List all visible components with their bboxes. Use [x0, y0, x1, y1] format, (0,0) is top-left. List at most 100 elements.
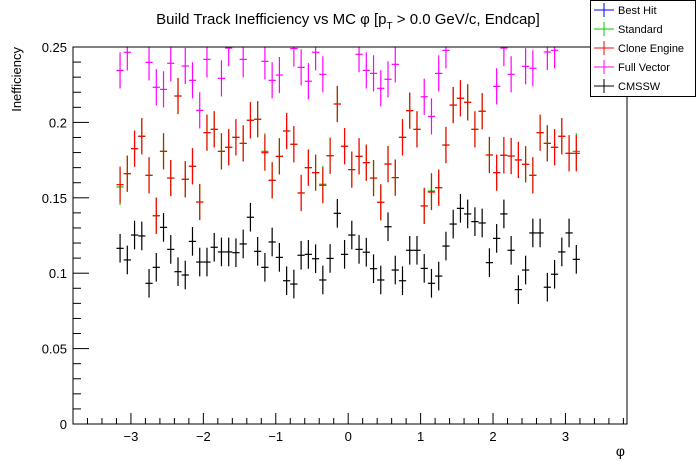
data-point: [297, 49, 305, 86]
data-point: [550, 259, 559, 289]
series-full-vector: [116, 47, 559, 135]
data-point: [406, 235, 414, 265]
data-point: [174, 257, 182, 287]
data-point: [521, 255, 530, 285]
data-point: [116, 166, 124, 203]
data-point: [225, 129, 233, 166]
data-point: [188, 227, 197, 256]
data-point: [500, 47, 508, 67]
data-point: [217, 133, 226, 170]
data-point: [188, 62, 197, 99]
data-point: [529, 218, 537, 248]
data-point: [261, 134, 269, 171]
data-point: [123, 245, 131, 275]
data-point: [420, 254, 428, 283]
data-point: [232, 238, 240, 268]
data-point: [471, 207, 479, 236]
data-point: [203, 47, 211, 78]
data-point: [254, 101, 262, 138]
data-point: [239, 125, 247, 162]
plot-area: [116, 47, 580, 304]
data-point: [145, 47, 153, 81]
data-point: [420, 78, 428, 115]
data-point: [268, 62, 276, 99]
data-point: [464, 84, 472, 121]
data-point: [355, 138, 363, 175]
data-point: [196, 92, 204, 129]
legend-label: Full Vector: [618, 62, 670, 74]
data-point: [283, 266, 291, 296]
data-point: [355, 235, 363, 264]
x-tick-label: 3: [562, 429, 569, 444]
data-point: [340, 240, 349, 269]
data-point: [210, 232, 218, 262]
data-point: [485, 248, 494, 277]
data-point: [500, 199, 508, 229]
data-point: [420, 187, 428, 225]
axes: −3 −2 −1 0 1 2 3 0 0.05 0.1 0.15 0.2 0.25: [42, 40, 624, 444]
data-point: [239, 47, 247, 78]
data-point: [290, 126, 298, 163]
data-point: [536, 218, 544, 248]
legend-entry: CMSSW: [594, 79, 661, 93]
data-point: [116, 233, 124, 263]
data-point: [362, 237, 370, 267]
data-point: [485, 136, 494, 174]
data-point: [290, 269, 298, 299]
legend-label: CMSSW: [618, 81, 661, 93]
data-point: [304, 240, 312, 269]
data-point: [391, 159, 399, 196]
y-tick-label: 0.25: [42, 40, 67, 55]
data-point: [362, 52, 370, 89]
data-point: [275, 243, 284, 272]
data-point: [550, 47, 559, 69]
data-point: [297, 240, 305, 270]
data-point: [159, 71, 168, 108]
data-point: [391, 47, 399, 83]
data-point: [536, 114, 544, 151]
data-point: [232, 119, 240, 156]
legend-entry: Clone Engine: [594, 41, 684, 55]
data-point: [565, 135, 573, 172]
x-tick-label: 0: [345, 429, 352, 444]
data-point: [384, 145, 392, 183]
x-tick-label: 1: [417, 429, 424, 444]
data-point: [507, 56, 515, 93]
data-point: [167, 47, 175, 82]
data-point: [333, 199, 341, 228]
data-point: [268, 227, 276, 257]
legend-label: Clone Engine: [618, 43, 684, 55]
data-point: [225, 237, 233, 267]
data-point: [500, 137, 508, 174]
data-point: [478, 208, 486, 238]
y-tick-label: 0: [60, 417, 67, 432]
data-point: [348, 220, 356, 250]
data-point: [543, 272, 551, 302]
data-point: [442, 126, 450, 164]
series-clone-engine: [116, 77, 580, 234]
data-point: [507, 137, 515, 175]
data-point: [196, 183, 204, 221]
x-tick-label: −1: [268, 429, 283, 444]
data-point: [290, 47, 298, 67]
legend-label: Standard: [618, 24, 663, 36]
data-point: [493, 68, 501, 105]
data-point: [159, 213, 168, 242]
data-point: [239, 229, 247, 259]
data-point: [406, 92, 414, 129]
data-point: [384, 212, 392, 242]
data-point: [181, 260, 189, 290]
y-tick-label: 0.05: [42, 342, 67, 357]
data-point: [311, 244, 320, 274]
data-point: [543, 47, 551, 71]
data-point: [152, 252, 160, 282]
legend-entry: Full Vector: [594, 60, 670, 74]
data-point: [203, 114, 211, 151]
data-point: [529, 50, 537, 87]
data-point: [326, 137, 334, 174]
data-point: [514, 141, 522, 179]
data-point: [493, 224, 501, 253]
x-axis-label: φ: [616, 443, 625, 459]
data-point: [572, 245, 580, 274]
data-point: [275, 138, 284, 175]
